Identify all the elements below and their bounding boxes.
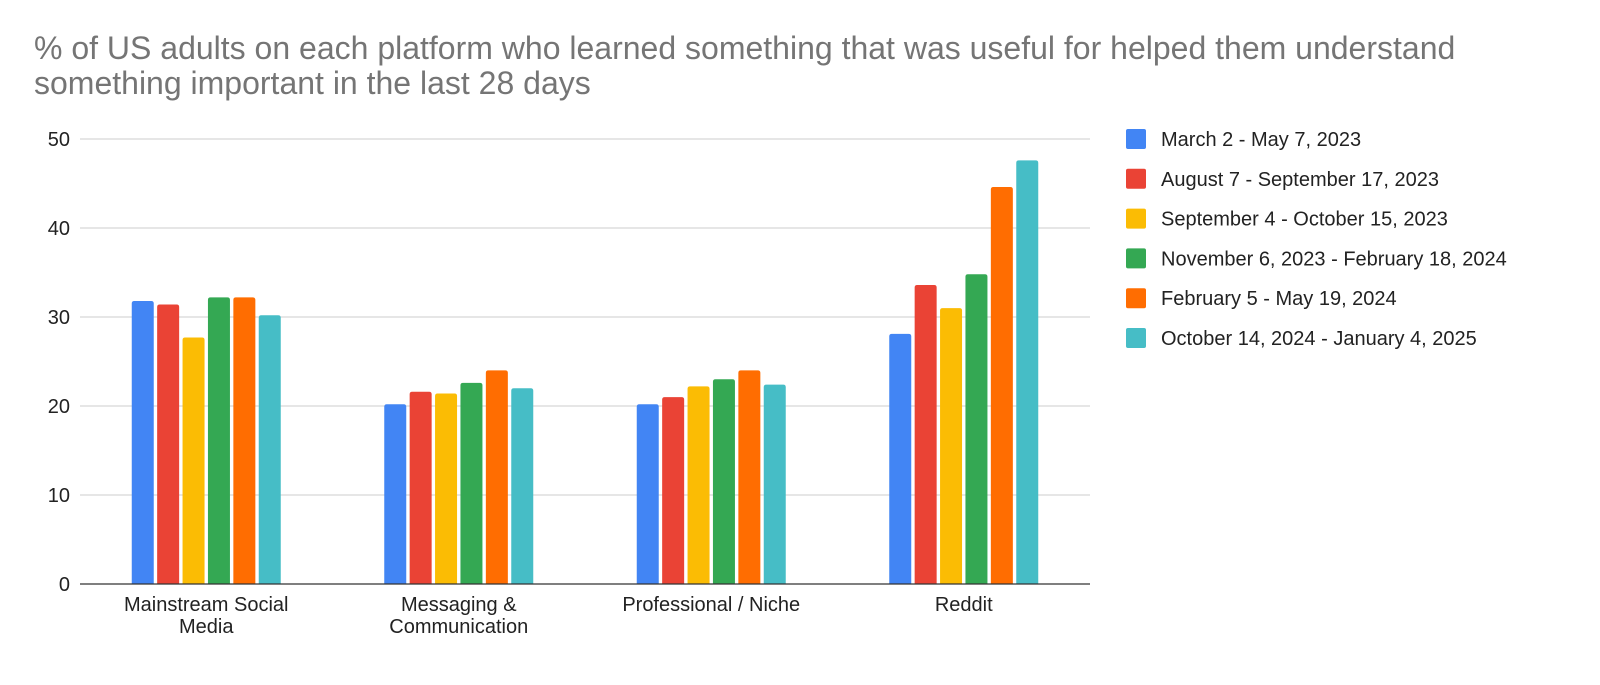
bar (636, 404, 659, 584)
bar (712, 379, 735, 584)
y-tick-label: 0 (59, 574, 70, 596)
bar (763, 384, 786, 584)
legend-swatch (1126, 208, 1146, 229)
legend-swatch (1126, 248, 1146, 269)
bar (207, 297, 230, 584)
bar (182, 337, 205, 584)
bar (511, 388, 534, 584)
x-tick-label: Media (179, 616, 234, 638)
bar (460, 382, 483, 584)
bar (157, 304, 180, 584)
legend-label: August 7 - September 17, 2023 (1161, 169, 1439, 191)
y-tick-label: 50 (48, 129, 70, 151)
legend-swatch (1126, 288, 1146, 309)
y-tick-label: 40 (48, 218, 70, 240)
bar (233, 297, 256, 584)
legend-label: February 5 - May 19, 2024 (1161, 288, 1397, 310)
legend-label: November 6, 2023 - February 18, 2024 (1161, 248, 1507, 270)
y-tick-label: 20 (48, 396, 70, 418)
y-tick-label: 30 (48, 307, 70, 329)
bar (738, 370, 761, 584)
bar (965, 274, 988, 584)
x-tick-label: Mainstream Social (124, 594, 289, 616)
bar (662, 397, 685, 584)
bar (131, 300, 154, 584)
legend-swatch (1126, 328, 1146, 348)
bar (384, 404, 407, 584)
gridlines (80, 138, 1090, 496)
legend-label: September 4 - October 15, 2023 (1161, 209, 1448, 231)
bars (131, 160, 1039, 585)
x-tick-label: Professional / Niche (622, 594, 800, 616)
legend-label: March 2 - May 7, 2023 (1161, 129, 1361, 151)
bar (687, 386, 710, 584)
legend: March 2 - May 7, 2023 August 7 - Septembe… (1126, 129, 1507, 350)
bar (409, 391, 432, 584)
legend-label: October 14, 2024 - January 4, 2025 (1161, 328, 1477, 350)
y-axis-ticks: 0 10 20 30 40 50 (48, 129, 70, 596)
x-tick-label: Reddit (935, 594, 993, 616)
bar (914, 284, 937, 584)
x-tick-label: Messaging & (401, 594, 517, 616)
bar (485, 370, 508, 584)
bar (1016, 160, 1039, 585)
legend-swatch (1126, 168, 1146, 189)
bar (889, 333, 912, 584)
y-tick-label: 10 (48, 485, 70, 507)
x-tick-label: Communication (389, 616, 528, 638)
legend-swatch (1126, 129, 1146, 149)
bar (940, 308, 963, 584)
bar (435, 393, 458, 584)
bar (990, 187, 1013, 584)
chart-title: % of US adults on each platform who lear… (34, 30, 1456, 101)
bar (258, 315, 281, 584)
